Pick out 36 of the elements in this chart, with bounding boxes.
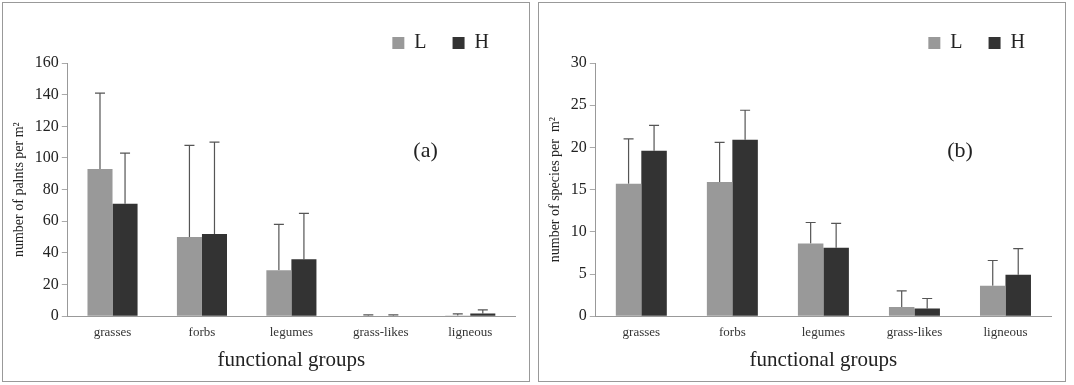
y-tick-label: 0	[578, 306, 587, 324]
annotation: (a)	[413, 137, 438, 163]
x-tick-label: forbs	[719, 324, 746, 340]
y-tick-label: 5	[578, 264, 587, 282]
y-tick-label: 40	[42, 243, 59, 261]
annotation: (b)	[947, 137, 973, 163]
y-tick-label: 120	[34, 116, 59, 134]
y-axis-title: number of species per m²	[547, 116, 563, 263]
x-tick-label: grass-likes	[886, 324, 943, 340]
y-tick-label: 15	[570, 179, 587, 197]
y-tick-label: 100	[34, 148, 59, 166]
x-tick-label: forbs	[188, 324, 216, 340]
y-tick-label: 0	[50, 306, 59, 324]
x-axis-title: functional groups	[749, 346, 898, 371]
y-tick-label: 30	[570, 53, 587, 71]
legend-label: H	[1010, 30, 1026, 53]
x-tick-label: ligneous	[448, 324, 493, 340]
y-tick-label: 10	[570, 222, 587, 239]
x-axis-title: functional groups	[217, 346, 366, 371]
y-tick-label: 140	[34, 84, 59, 102]
legend-label: L	[950, 30, 963, 53]
x-tick-label: legumes	[801, 324, 846, 340]
legend-label: L	[414, 30, 427, 53]
x-tick-label: legumes	[269, 324, 314, 340]
x-tick-label: grasses	[622, 324, 661, 340]
y-tick-label: 160	[34, 53, 59, 71]
x-tick-label: ligneous	[983, 324, 1028, 340]
y-tick-label: 80	[42, 179, 59, 197]
legend-label: H	[474, 30, 490, 53]
y-tick-label: 60	[42, 211, 59, 229]
y-tick-label: 25	[570, 95, 587, 113]
y-tick-label: 20	[42, 274, 59, 292]
x-tick-label: grasses	[93, 324, 132, 340]
y-tick-label: 20	[570, 137, 587, 155]
y-axis-title: number of palnts per m²	[11, 122, 27, 258]
x-tick-label: grass-likes	[353, 324, 409, 340]
